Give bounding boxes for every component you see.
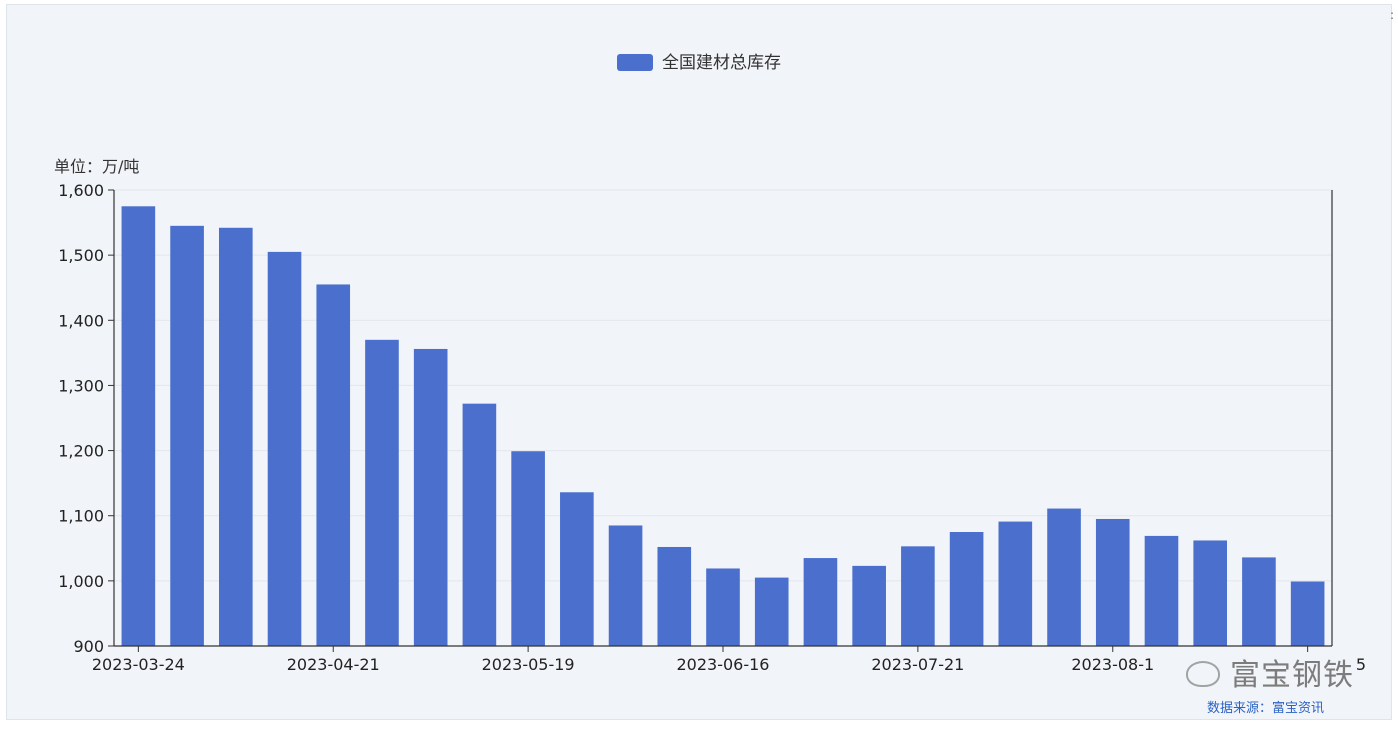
bar[interactable]: [1290, 581, 1325, 646]
bar[interactable]: [1242, 557, 1276, 646]
x-tick-label: 5: [1356, 655, 1366, 674]
bar[interactable]: [1144, 535, 1179, 646]
bar[interactable]: [754, 577, 789, 646]
x-axis-ticks: 2023-03-24 2023-04-21 2023-05-19 2023-06-16…: [92, 646, 1366, 674]
watermark: 富宝钢铁: [1186, 650, 1354, 694]
bar[interactable]: [462, 403, 497, 646]
x-tick-label: 2023-04-21: [287, 655, 380, 674]
bar[interactable]: [413, 348, 448, 646]
bar[interactable]: [1095, 518, 1130, 646]
bar[interactable]: [560, 492, 594, 646]
bar[interactable]: [949, 532, 984, 646]
bar[interactable]: [706, 568, 740, 646]
chart-legend[interactable]: 全国建材总库存: [0, 48, 1398, 73]
y-tick-label: 1,600: [58, 181, 104, 200]
bar[interactable]: [657, 546, 692, 646]
bar[interactable]: [1193, 540, 1228, 646]
bar[interactable]: [511, 451, 545, 646]
legend-swatch: [617, 54, 653, 71]
data-source: 数据来源：富宝资讯: [1206, 701, 1324, 716]
bar[interactable]: [803, 558, 838, 646]
bar[interactable]: [608, 525, 643, 646]
bar[interactable]: [121, 206, 156, 647]
bar[interactable]: [852, 565, 886, 646]
bar[interactable]: [267, 251, 302, 646]
y-axis-ticks: 1,600 1,500 1,400 1,300 1,200 1,100 1,000 900: [58, 181, 114, 656]
legend-label: 全国建材总库存: [662, 53, 781, 73]
bar[interactable]: [1047, 508, 1081, 646]
wechat-logo-icon: [1186, 661, 1220, 687]
y-tick-label: 900: [73, 637, 104, 656]
y-tick-label: 1,300: [58, 376, 104, 395]
y-tick-label: 1,200: [58, 442, 104, 461]
x-tick-label: 2023-08-1: [1071, 655, 1154, 674]
x-tick-label: 2023-07-21: [871, 655, 964, 674]
y-tick-label: 1,000: [58, 572, 104, 591]
bar-series: [121, 206, 1325, 647]
watermark-text: 富宝钢铁: [1230, 658, 1354, 693]
bar[interactable]: [998, 521, 1033, 646]
bar[interactable]: [218, 227, 253, 647]
y-tick-label: 1,400: [58, 311, 104, 330]
y-tick-label: 1,100: [58, 507, 104, 526]
unit-label: 单位：万/吨: [54, 157, 140, 176]
bar[interactable]: [901, 546, 935, 646]
x-tick-label: 2023-05-19: [482, 655, 575, 674]
x-tick-label: 2023-03-24: [92, 655, 185, 674]
y-tick-label: 1,500: [58, 246, 104, 265]
bar[interactable]: [365, 339, 399, 646]
corner-mark: :: [1389, 8, 1394, 22]
bar[interactable]: [316, 284, 351, 646]
x-tick-label: 2023-06-16: [677, 655, 770, 674]
bar[interactable]: [170, 225, 204, 647]
